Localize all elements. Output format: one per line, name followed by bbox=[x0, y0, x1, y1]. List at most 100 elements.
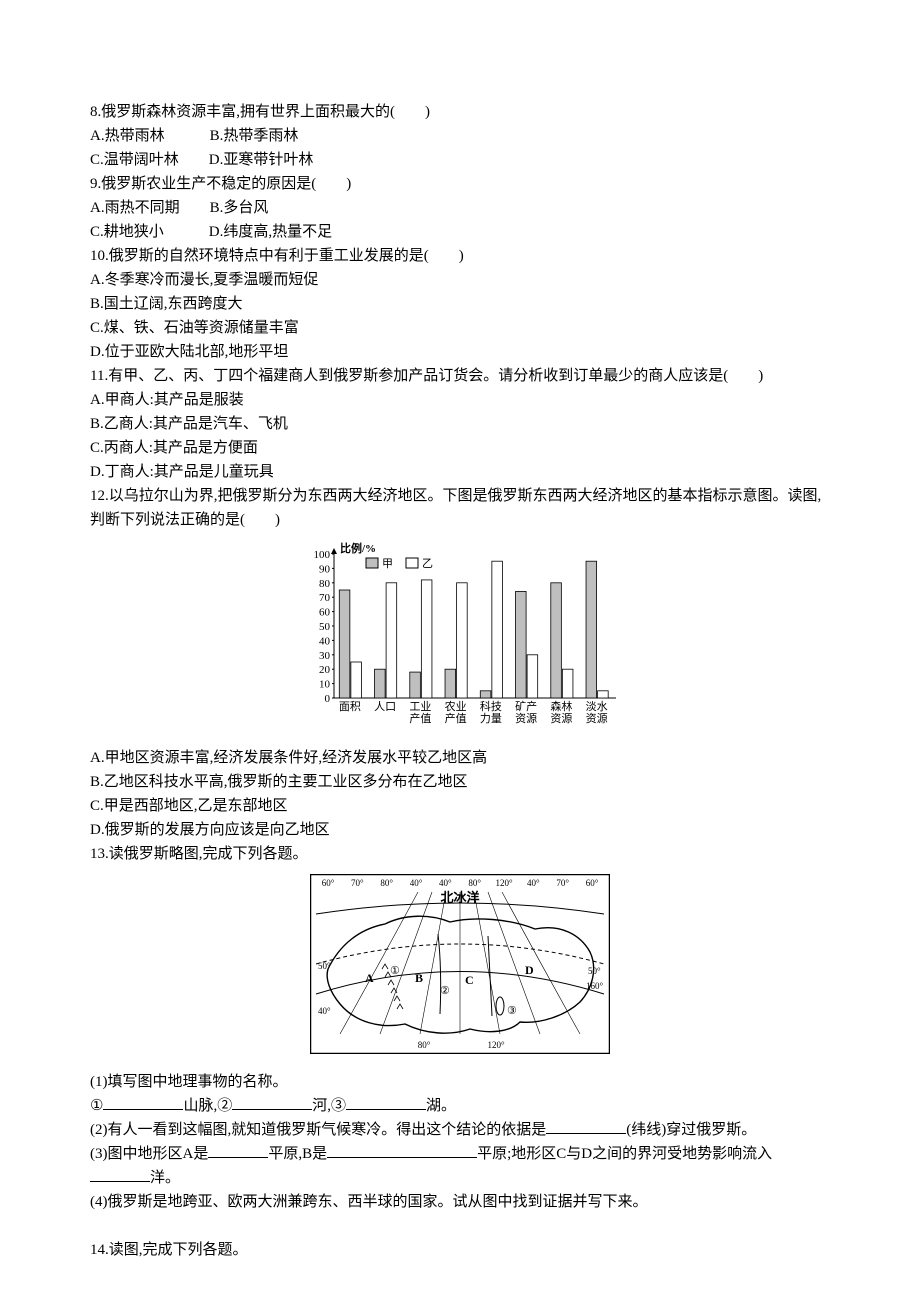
q13-p1-w3: 湖。 bbox=[426, 1098, 456, 1114]
svg-text:60°: 60° bbox=[322, 878, 335, 888]
q12-c: C.甲是西部地区,乙是东部地区 bbox=[90, 794, 830, 818]
svg-text:40°: 40° bbox=[318, 1006, 331, 1016]
svg-text:20: 20 bbox=[319, 664, 331, 676]
svg-text:乙: 乙 bbox=[422, 557, 433, 570]
q13-p3-post: 洋。 bbox=[150, 1170, 180, 1186]
q13-map: 60°70°80°40°40°80°120°40°70°60°北冰洋ABCD①②… bbox=[90, 874, 830, 1062]
q10-d: D.位于亚欧大陆北部,地形平坦 bbox=[90, 340, 830, 364]
svg-text:①: ① bbox=[390, 965, 400, 977]
svg-text:淡水: 淡水 bbox=[586, 700, 608, 713]
q12-stem: 12.以乌拉尔山为界,把俄罗斯分为东西两大经济地区。下图是俄罗斯东西两大经济地区… bbox=[90, 484, 830, 532]
svg-text:80°: 80° bbox=[380, 878, 393, 888]
q12-b: B.乙地区科技水平高,俄罗斯的主要工业区多分布在乙地区 bbox=[90, 770, 830, 794]
svg-text:70°: 70° bbox=[351, 878, 364, 888]
q11-d: D.丁商人:其产品是儿童玩具 bbox=[90, 460, 830, 484]
q11-b: B.乙商人:其产品是汽车、飞机 bbox=[90, 412, 830, 436]
svg-text:50: 50 bbox=[319, 621, 331, 633]
svg-text:120°: 120° bbox=[495, 878, 513, 888]
q13-p4: (4)俄罗斯是地跨亚、欧两大洲兼跨东、西半球的国家。试从图中找到证据并写下来。 bbox=[90, 1190, 830, 1214]
svg-text:产值: 产值 bbox=[445, 711, 467, 725]
blank-1-3[interactable] bbox=[346, 1095, 426, 1110]
svg-text:0: 0 bbox=[325, 693, 331, 705]
svg-text:160°: 160° bbox=[586, 981, 604, 991]
q9-row2: C.耕地狭小 D.纬度高,热量不足 bbox=[90, 220, 830, 244]
svg-text:100: 100 bbox=[314, 549, 331, 561]
q12-chart: 比例/%0102030405060708090100甲乙面积人口工业产值农业产值… bbox=[90, 540, 830, 738]
svg-text:80°: 80° bbox=[418, 1040, 431, 1050]
q9-c: C.耕地狭小 bbox=[90, 224, 164, 240]
svg-text:力量: 力量 bbox=[480, 712, 502, 725]
q11-c: C.丙商人:其产品是方便面 bbox=[90, 436, 830, 460]
svg-text:比例/%: 比例/% bbox=[340, 541, 376, 555]
svg-text:面积: 面积 bbox=[339, 700, 361, 713]
q13-p1-w2: 河,③ bbox=[312, 1098, 346, 1114]
svg-text:50°: 50° bbox=[318, 961, 331, 971]
q13-p2: (2)有人一看到这幅图,就知道俄罗斯气候寒冷。得出这个结论的依据是 (纬线)穿过俄… bbox=[90, 1118, 830, 1142]
svg-text:90: 90 bbox=[319, 563, 331, 575]
svg-text:80: 80 bbox=[319, 578, 331, 590]
q12-a: A.甲地区资源丰富,经济发展条件好,经济发展水平较乙地区高 bbox=[90, 746, 830, 770]
q9-b: B.多台风 bbox=[210, 200, 269, 216]
q13-p3-mid2: 平原;地形区C与D之间的界河受地势影响流入 bbox=[477, 1146, 772, 1162]
q10-stem: 10.俄罗斯的自然环境特点中有利于重工业发展的是( ) bbox=[90, 244, 830, 268]
svg-text:森林: 森林 bbox=[550, 699, 572, 713]
svg-text:②: ② bbox=[440, 985, 450, 997]
bar-chart-svg: 比例/%0102030405060708090100甲乙面积人口工业产值农业产值… bbox=[300, 540, 620, 730]
svg-text:产值: 产值 bbox=[409, 711, 431, 725]
q13-p1-w1: 山脉,② bbox=[183, 1098, 232, 1114]
svg-text:C: C bbox=[465, 973, 474, 987]
q8-d: D.亚寒带针叶林 bbox=[209, 152, 314, 168]
svg-text:40°: 40° bbox=[410, 878, 423, 888]
q10-c: C.煤、铁、石油等资源储量丰富 bbox=[90, 316, 830, 340]
q8-row2: C.温带阔叶林 D.亚寒带针叶林 bbox=[90, 148, 830, 172]
svg-text:70: 70 bbox=[319, 592, 331, 604]
svg-text:60: 60 bbox=[319, 607, 331, 619]
svg-text:矿产: 矿产 bbox=[515, 699, 537, 713]
q14-stem: 14.读图,完成下列各题。 bbox=[90, 1238, 830, 1262]
svg-text:B: B bbox=[415, 971, 423, 985]
svg-text:农业: 农业 bbox=[445, 699, 467, 713]
blank-3-3[interactable] bbox=[90, 1167, 150, 1182]
q13-p3-mid1: 平原,B是 bbox=[268, 1146, 327, 1162]
svg-text:60°: 60° bbox=[586, 878, 599, 888]
svg-text:40: 40 bbox=[319, 635, 331, 647]
svg-text:A: A bbox=[365, 971, 374, 985]
svg-text:30: 30 bbox=[319, 650, 331, 662]
russia-map-svg: 60°70°80°40°40°80°120°40°70°60°北冰洋ABCD①②… bbox=[310, 874, 610, 1054]
q9-stem: 9.俄罗斯农业生产不稳定的原因是( ) bbox=[90, 172, 830, 196]
blank-2-1[interactable] bbox=[546, 1119, 626, 1134]
svg-text:资源: 资源 bbox=[586, 711, 608, 725]
q13-p1-t1: ① bbox=[90, 1098, 103, 1114]
svg-text:40°: 40° bbox=[439, 878, 452, 888]
q8-c: C.温带阔叶林 bbox=[90, 152, 179, 168]
q11-a: A.甲商人:其产品是服装 bbox=[90, 388, 830, 412]
q13-p2-pre: (2)有人一看到这幅图,就知道俄罗斯气候寒冷。得出这个结论的依据是 bbox=[90, 1122, 546, 1138]
svg-text:资源: 资源 bbox=[515, 711, 537, 725]
svg-text:人口: 人口 bbox=[374, 700, 396, 713]
svg-text:③: ③ bbox=[507, 1005, 517, 1017]
blank-1-1[interactable] bbox=[103, 1095, 183, 1110]
q13-p3: (3)图中地形区A是 平原,B是 平原;地形区C与D之间的界河受地势影响流入洋。 bbox=[90, 1142, 830, 1190]
q13-p3-pre: (3)图中地形区A是 bbox=[90, 1146, 208, 1162]
svg-text:40°: 40° bbox=[527, 878, 540, 888]
q11-stem: 11.有甲、乙、丙、丁四个福建商人到俄罗斯参加产品订货会。请分析收到订单最少的商… bbox=[90, 364, 830, 388]
svg-text:50°: 50° bbox=[588, 966, 601, 976]
blank-1-2[interactable] bbox=[232, 1095, 312, 1110]
svg-text:70°: 70° bbox=[556, 878, 569, 888]
q9-d: D.纬度高,热量不足 bbox=[209, 224, 332, 240]
svg-text:工业: 工业 bbox=[409, 700, 431, 713]
q12-d: D.俄罗斯的发展方向应该是向乙地区 bbox=[90, 818, 830, 842]
svg-text:资源: 资源 bbox=[550, 711, 572, 725]
q8-stem: 8.俄罗斯森林资源丰富,拥有世界上面积最大的( ) bbox=[90, 100, 830, 124]
q13-p2-post: (纬线)穿过俄罗斯。 bbox=[626, 1122, 756, 1138]
svg-text:科技: 科技 bbox=[480, 699, 502, 713]
blank-3-1[interactable] bbox=[208, 1143, 268, 1158]
q8-b: B.热带季雨林 bbox=[210, 128, 299, 144]
svg-text:10: 10 bbox=[319, 679, 331, 691]
q13-p1-pre: (1)填写图中地理事物的名称。 bbox=[90, 1070, 830, 1094]
q9-row1: A.雨热不同期 B.多台风 bbox=[90, 196, 830, 220]
blank-3-2[interactable] bbox=[327, 1143, 477, 1158]
svg-text:D: D bbox=[525, 963, 534, 977]
svg-text:80°: 80° bbox=[468, 878, 481, 888]
q13-p1: ① 山脉,② 河,③ 湖。 bbox=[90, 1094, 830, 1118]
